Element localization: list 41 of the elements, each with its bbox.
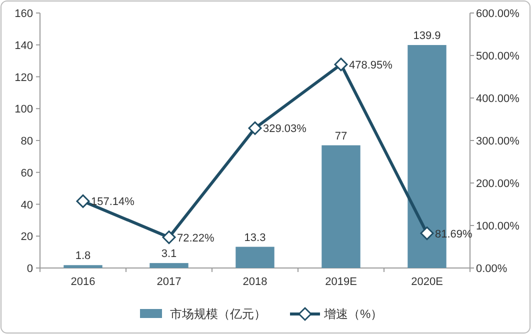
x-tick-label: 2020E	[411, 276, 443, 288]
x-tick-label: 2018	[242, 276, 268, 288]
y-tick-label: 40	[20, 199, 33, 212]
legend-label: 市场规模（亿元）	[170, 307, 266, 321]
point	[162, 230, 176, 244]
data-label: 139.9	[413, 30, 441, 42]
data-label: 77	[334, 130, 348, 142]
x-tick-label: 2019E	[325, 276, 357, 288]
x-tick-label: 2017	[156, 276, 182, 288]
y-tick-label: 140	[14, 40, 33, 52]
data-label: 13.3	[244, 232, 266, 244]
y2-tick-label: 600.00%	[476, 8, 520, 20]
y2-tick-label: 0.00%	[476, 263, 508, 275]
y-tick-label: 0	[26, 263, 33, 275]
y2-tick-label: 100.00%	[476, 220, 520, 232]
point	[76, 194, 90, 208]
data-label: 3.1	[161, 248, 177, 260]
point	[248, 121, 262, 135]
legend-label: 增速（%）	[323, 307, 383, 321]
y-tick-label: 20	[20, 231, 33, 244]
y-tick-label: 60	[20, 167, 33, 180]
y2-tick-label: 400.00%	[476, 93, 520, 105]
bar	[64, 265, 102, 268]
y-tick-label: 120	[14, 72, 33, 84]
data-label: 1.8	[75, 250, 91, 262]
point	[420, 226, 434, 240]
data-label: 329.03%	[263, 123, 307, 136]
bar	[150, 263, 188, 268]
y2-tick-label: 300.00%	[476, 136, 520, 148]
x-tick-label: 2016	[70, 276, 96, 288]
data-label: 157.14%	[91, 196, 135, 208]
data-label: 478.95%	[349, 59, 393, 72]
y-tick-label: 160	[14, 8, 33, 20]
bar	[236, 246, 274, 268]
y-tick-label: 80	[20, 136, 33, 148]
y2-tick-label: 200.00%	[476, 178, 520, 190]
data-label: 72.22%	[177, 232, 215, 244]
y-tick-label: 100	[14, 104, 33, 116]
bar	[322, 145, 360, 268]
point	[334, 58, 348, 72]
y2-tick-label: 500.00%	[476, 50, 520, 62]
